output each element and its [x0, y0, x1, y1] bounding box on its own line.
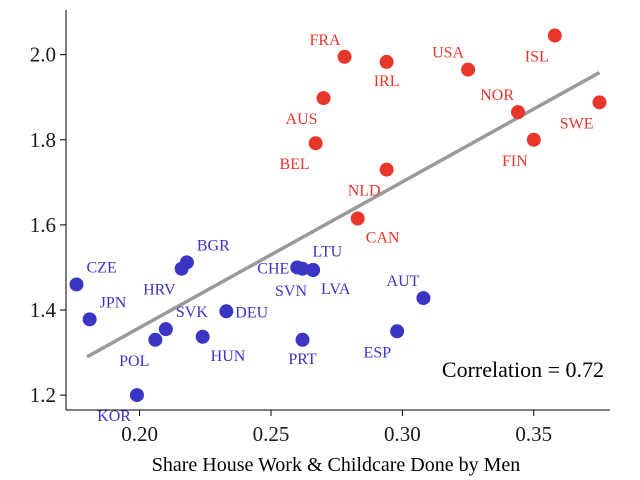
point-label-pol: POL [119, 353, 149, 370]
point-label-bel: BEL [279, 156, 309, 173]
point-label-svk: SVK [176, 304, 208, 321]
data-point-hrv [174, 261, 189, 276]
point-label-bgr: BGR [197, 237, 230, 254]
correlation-annotation: Correlation = 0.72 [442, 357, 604, 382]
data-point-fra [337, 49, 352, 64]
x-tick-label: 0.25 [253, 422, 290, 446]
point-label-hun: HUN [211, 348, 246, 365]
point-label-prt: PRT [288, 351, 317, 368]
point-label-kor: KOR [97, 408, 131, 425]
point-label-isl: ISL [525, 49, 549, 66]
point-label-ltu: LTU [313, 244, 343, 261]
y-tick-label: 1.4 [30, 298, 57, 322]
data-point-bel [308, 136, 323, 151]
data-point-aus [316, 91, 331, 106]
data-point-ltu [295, 261, 310, 276]
point-label-che: CHE [257, 260, 289, 277]
data-point-kor [129, 388, 144, 403]
data-point-can [350, 211, 365, 226]
x-tick-label: 0.20 [121, 422, 158, 446]
data-point-fin [526, 132, 541, 147]
point-label-svn: SVN [275, 283, 307, 300]
y-tick-label: 1.6 [30, 213, 56, 237]
x-axis-title: Share House Work & Childcare Done by Men [152, 454, 521, 476]
point-label-aut: AUT [387, 273, 420, 290]
point-label-can: CAN [366, 230, 400, 247]
data-point-swe [592, 95, 607, 110]
data-point-hun [195, 329, 210, 344]
trendline [86, 71, 601, 359]
data-point-jpn [82, 312, 97, 327]
y-tick-label: 1.8 [30, 128, 56, 152]
point-label-swe: SWE [560, 115, 594, 132]
data-point-svk [158, 322, 173, 337]
data-point-irl [379, 54, 394, 69]
point-label-esp: ESP [364, 344, 392, 361]
point-label-aus: AUS [286, 111, 318, 128]
data-point-deu [219, 304, 234, 319]
data-point-cze [69, 277, 84, 292]
data-point-aut [416, 291, 431, 306]
data-point-nor [511, 105, 526, 120]
point-labels-group: FRA IRL USA ISL NOR AUS SWE BEL FIN NLD CAN CZE JPN B… [87, 32, 594, 425]
point-label-hrv: HRV [143, 282, 176, 299]
point-label-fra: FRA [309, 32, 341, 49]
data-point-lva [306, 263, 321, 277]
x-tick-label: 0.35 [515, 422, 552, 446]
point-label-nor: NOR [480, 87, 514, 104]
point-label-jpn: JPN [100, 294, 127, 311]
data-point-pol [148, 332, 163, 347]
data-point-esp [390, 324, 405, 339]
points-group [69, 28, 607, 403]
point-label-irl: IRL [374, 73, 400, 90]
point-label-fin: FIN [502, 153, 528, 170]
y-tick-label: 1.2 [30, 383, 56, 407]
point-label-usa: USA [432, 45, 464, 62]
point-label-lva: LVA [321, 281, 351, 298]
trendline-group [86, 71, 601, 359]
point-label-cze: CZE [87, 259, 117, 276]
data-point-isl [547, 28, 562, 43]
data-point-nld [379, 162, 394, 177]
axes: 0.20 0.25 0.30 0.35 1.2 1.4 1.6 1.8 2.0 [30, 10, 610, 446]
point-label-deu: DEU [235, 304, 268, 321]
point-label-nld: NLD [348, 183, 381, 200]
y-tick-label: 2.0 [30, 43, 56, 67]
data-point-prt [295, 332, 310, 347]
data-point-usa [461, 62, 476, 77]
x-tick-label: 0.30 [384, 422, 421, 446]
